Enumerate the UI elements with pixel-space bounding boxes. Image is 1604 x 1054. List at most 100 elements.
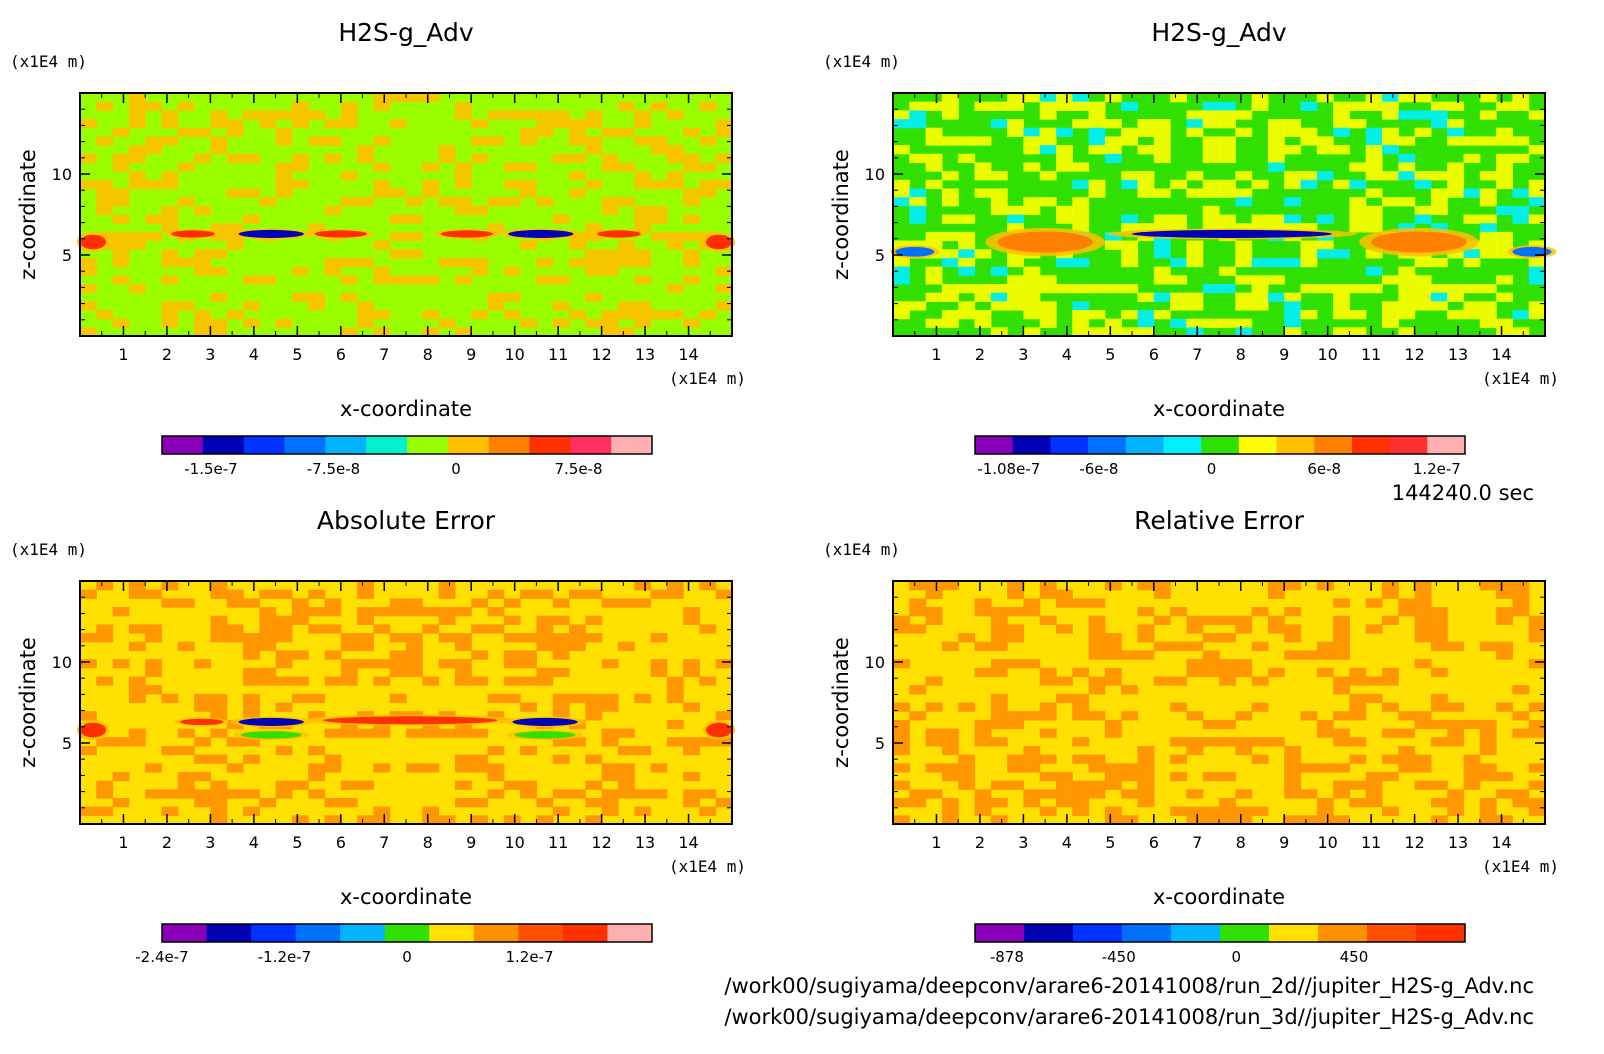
contour-cell bbox=[699, 162, 717, 172]
contour-cell bbox=[1219, 615, 1236, 625]
contour-cell bbox=[243, 693, 260, 704]
contour-cell bbox=[243, 711, 260, 721]
contour-cell bbox=[226, 119, 244, 129]
x-tick-label: 4 bbox=[249, 345, 259, 364]
contour-cell bbox=[243, 598, 260, 608]
contour-cell bbox=[1382, 771, 1399, 782]
colorbar-tick-label: 0 bbox=[451, 460, 461, 478]
contour-cell bbox=[161, 214, 179, 224]
colorbar-swatch bbox=[562, 924, 608, 942]
contour-cell bbox=[909, 101, 927, 111]
contour-cell bbox=[487, 624, 505, 634]
contour-cell bbox=[96, 179, 114, 190]
contour-cell bbox=[925, 266, 943, 276]
contour-cell bbox=[1316, 249, 1334, 259]
contour-cell bbox=[112, 240, 130, 250]
contour-cell bbox=[1023, 309, 1041, 320]
contour-cell bbox=[909, 214, 927, 224]
feature-1 bbox=[895, 246, 935, 257]
contour-cell bbox=[1251, 754, 1269, 764]
contour-cell bbox=[308, 771, 326, 782]
colorbar-swatch bbox=[447, 436, 490, 454]
contour-cell bbox=[1056, 153, 1073, 164]
contour-cell bbox=[683, 667, 700, 678]
x-tick-label: 1 bbox=[931, 833, 941, 852]
contour-cell bbox=[1186, 318, 1204, 328]
contour-cell bbox=[1398, 223, 1416, 233]
contour-cell bbox=[1284, 607, 1302, 617]
contour-cell bbox=[1382, 275, 1399, 285]
contour-cell bbox=[1496, 101, 1513, 111]
x-tick-label: 5 bbox=[292, 833, 302, 852]
contour-cell bbox=[1414, 607, 1432, 617]
contour-cell bbox=[1186, 240, 1204, 250]
contour-cell bbox=[324, 754, 342, 764]
contour-cell bbox=[243, 676, 260, 686]
x-tick-label: 10 bbox=[504, 833, 524, 852]
contour-cell bbox=[893, 309, 910, 320]
contour-cell bbox=[1202, 110, 1220, 120]
contour-cell bbox=[1479, 110, 1497, 120]
contour-cell bbox=[128, 589, 146, 599]
contour-cell bbox=[941, 797, 959, 808]
contour-cell bbox=[291, 179, 309, 190]
contour-cell bbox=[1121, 179, 1139, 190]
contour-cell bbox=[569, 589, 586, 599]
contour-cell bbox=[1316, 763, 1334, 773]
contour-cell bbox=[487, 607, 505, 617]
contour-cell bbox=[1170, 275, 1187, 285]
y-axis-label: z-coordinate bbox=[16, 637, 40, 768]
contour-cell bbox=[1039, 589, 1057, 599]
contour-cell bbox=[1202, 815, 1220, 825]
colorbar-tick-label: 450 bbox=[1340, 948, 1369, 966]
contour-cell bbox=[1235, 711, 1253, 721]
contour-cell bbox=[1137, 650, 1155, 660]
contour-cell bbox=[1007, 607, 1024, 617]
contour-cell bbox=[128, 693, 146, 704]
contour-cell bbox=[1153, 266, 1171, 276]
contour-cell bbox=[1284, 301, 1302, 311]
contour-cell bbox=[1121, 685, 1139, 695]
contour-cell bbox=[1382, 589, 1399, 599]
contour-cell bbox=[1007, 763, 1024, 773]
contour-cell bbox=[1023, 598, 1041, 608]
contour-cell bbox=[1056, 624, 1073, 634]
contour-cell bbox=[210, 119, 228, 129]
contour-cell bbox=[536, 676, 554, 686]
contour-cell bbox=[634, 179, 652, 190]
contour-cell bbox=[552, 789, 570, 799]
contour-cell bbox=[569, 240, 586, 250]
contour-cell bbox=[1235, 615, 1253, 625]
contour-cell bbox=[471, 797, 489, 808]
contour-cell bbox=[96, 188, 114, 198]
contour-cell bbox=[1479, 581, 1497, 591]
contour-cell bbox=[990, 119, 1008, 129]
contour-cell bbox=[1284, 789, 1302, 799]
contour-cell bbox=[210, 266, 228, 276]
colorbar-swatch bbox=[611, 436, 653, 454]
contour-cell bbox=[454, 728, 472, 738]
contour-cell bbox=[1496, 327, 1513, 337]
contour-cell bbox=[1496, 275, 1513, 285]
contour-cell bbox=[406, 275, 423, 285]
contour-cell bbox=[145, 214, 163, 224]
x-tick-label: 13 bbox=[635, 833, 655, 852]
contour-cell bbox=[1039, 711, 1057, 721]
contour-cell bbox=[552, 275, 570, 285]
contour-cell bbox=[1316, 93, 1334, 103]
contour-cell bbox=[650, 101, 668, 111]
contour-cell bbox=[406, 667, 423, 678]
contour-cell bbox=[1430, 607, 1448, 617]
contour-cell bbox=[128, 581, 146, 591]
contour-cell bbox=[601, 763, 619, 773]
contour-cell bbox=[1333, 780, 1350, 790]
contour-cell bbox=[909, 110, 927, 120]
x-tick-label: 10 bbox=[1317, 345, 1337, 364]
x-tick-label: 3 bbox=[205, 833, 215, 852]
contour-cell bbox=[1349, 223, 1367, 233]
contour-cell bbox=[1056, 589, 1073, 599]
contour-cell bbox=[974, 162, 992, 172]
contour-cell bbox=[422, 327, 440, 337]
x-tick-label: 5 bbox=[1105, 345, 1115, 364]
contour-cell bbox=[1284, 771, 1302, 782]
